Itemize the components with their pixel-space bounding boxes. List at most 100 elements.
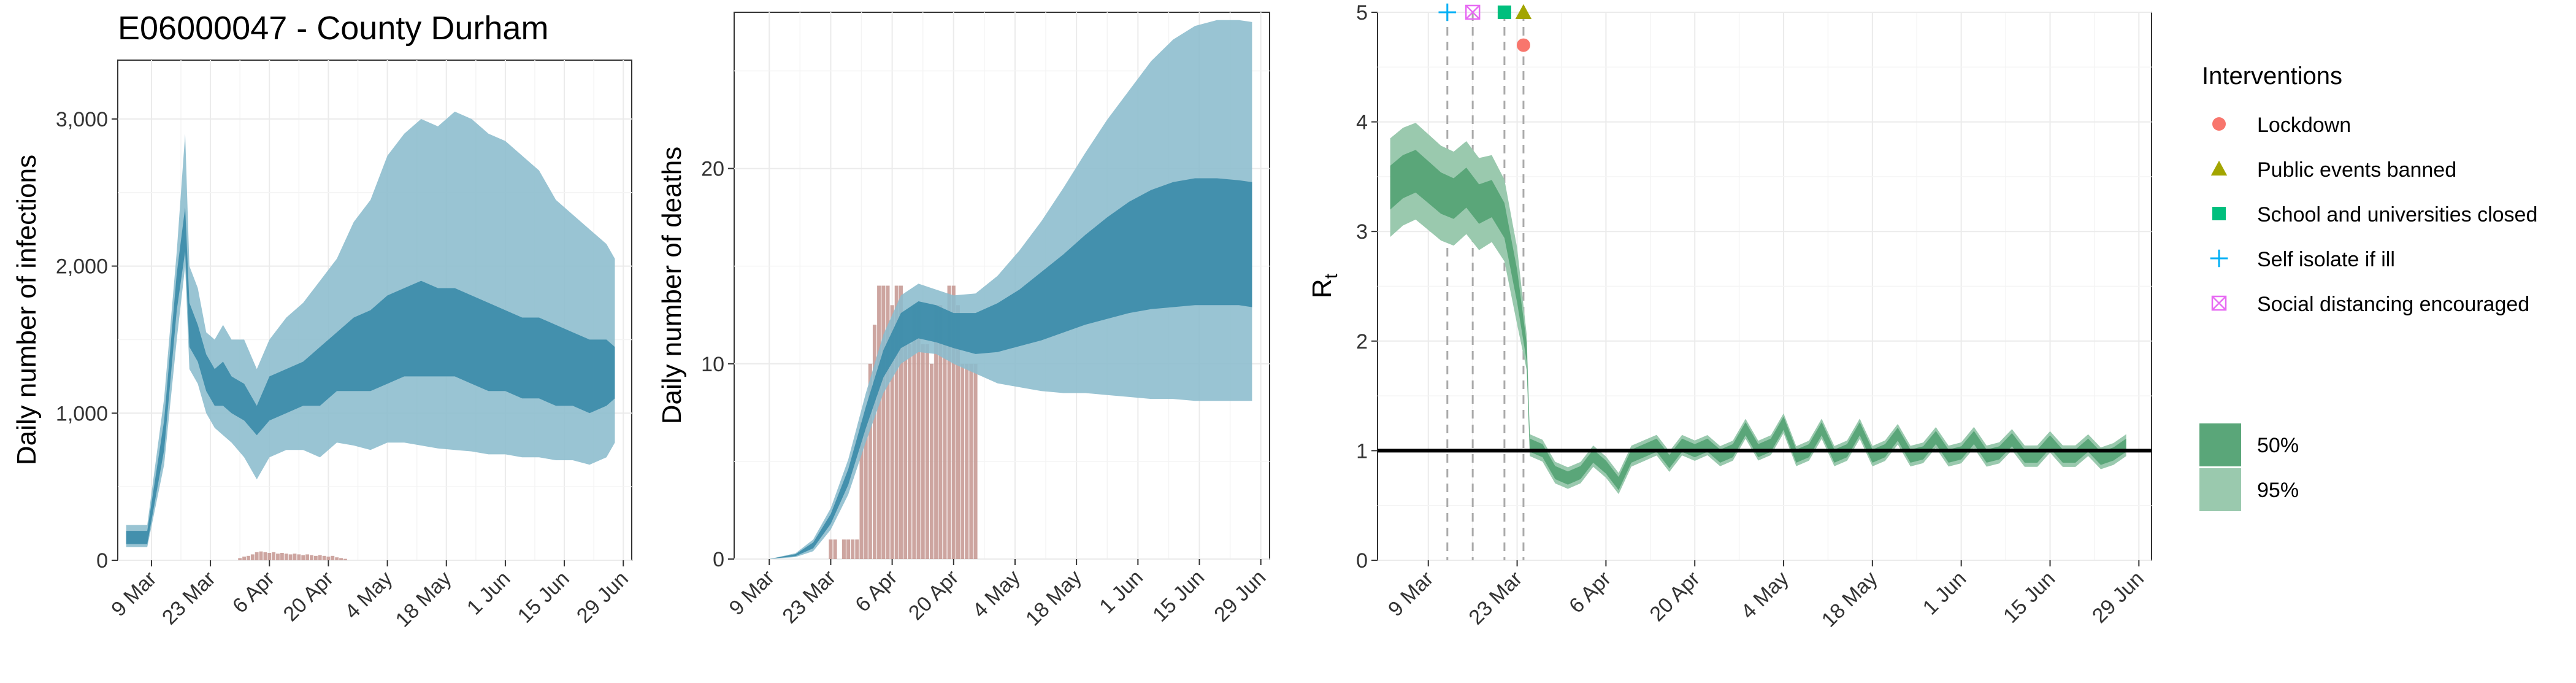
bar xyxy=(872,325,877,559)
rt-panel: 9 Mar 23 Mar 6 Apr 20 Apr 4 May 18 May 1 Jun 15… xyxy=(1307,1,2152,631)
bar xyxy=(284,554,288,560)
bar xyxy=(297,554,301,560)
infections-bars xyxy=(238,551,347,560)
bar xyxy=(335,557,339,560)
bar xyxy=(305,554,310,560)
bar xyxy=(951,285,956,559)
y-tick-label: 10 xyxy=(701,353,724,376)
bar xyxy=(293,554,297,560)
intervention-marker-square xyxy=(1497,6,1511,19)
bar xyxy=(916,305,921,559)
x-tick-label: 18 May xyxy=(391,567,456,632)
bar xyxy=(934,305,938,559)
y-tick-label: 0 xyxy=(96,549,108,573)
x-tick-label: 20 Apr xyxy=(1645,567,1704,626)
ci-95-band xyxy=(769,20,1252,559)
bar xyxy=(960,363,965,559)
legend-boxcross-icon-box xyxy=(2211,295,2227,311)
rt-intervention-lines xyxy=(1446,12,1525,560)
x-tick-label: 29 Jun xyxy=(1209,566,1270,627)
infections-y-axis-label: Daily number of infections xyxy=(12,155,42,465)
legend-item-label: School and universities closed xyxy=(2257,203,2537,226)
intervention-marker-plus xyxy=(1438,3,1457,21)
x-tick-label: 29 Jun xyxy=(572,567,633,628)
legend-ci-items: 50% 95% xyxy=(2199,423,2299,511)
rt-ci-95-band xyxy=(1390,123,2126,495)
intervention-marker-triangle xyxy=(1515,4,1532,20)
x-tick-label: 9 Mar xyxy=(107,567,161,621)
bar xyxy=(255,552,259,560)
x-tick-label: 29 Jun xyxy=(2088,567,2149,628)
rt-ci-50-band xyxy=(1390,150,2126,490)
bar xyxy=(322,555,326,560)
bar xyxy=(899,285,903,559)
x-tick-label: 4 May xyxy=(340,567,397,623)
bar xyxy=(272,552,276,560)
bar xyxy=(238,558,242,560)
y-tick-label: 4 xyxy=(1356,111,1368,134)
bar xyxy=(855,539,859,559)
legend-plus-icon-plus xyxy=(2210,249,2228,268)
bar xyxy=(912,305,916,559)
bar xyxy=(868,363,872,559)
bar xyxy=(343,558,347,560)
x-tick-label: 4 May xyxy=(1736,567,1793,623)
legend-intervention-items: Lockdown Public events banned School and u… xyxy=(2210,114,2537,316)
bar xyxy=(280,553,284,560)
y-tick-label: 1,000 xyxy=(56,402,108,425)
x-tick-label: 23 Mar xyxy=(778,566,840,628)
x-tick-label: 23 Mar xyxy=(1465,567,1527,630)
bar xyxy=(864,422,868,559)
x-tick-label: 15 Jun xyxy=(1999,567,2060,628)
intervention-marker-box xyxy=(1465,4,1481,20)
bar xyxy=(313,555,318,560)
bar xyxy=(242,557,246,560)
x-tick-label: 9 Mar xyxy=(1384,567,1438,621)
bar xyxy=(938,305,943,559)
x-tick-label: 6 Apr xyxy=(228,567,279,618)
bar xyxy=(288,554,293,560)
legend-item-label: Self isolate if ill xyxy=(2257,248,2395,271)
legend-ci-swatch xyxy=(2199,423,2241,466)
y-tick-label: 0 xyxy=(713,548,724,571)
x-tick-label: 15 Jun xyxy=(1148,566,1209,627)
bar xyxy=(833,539,837,559)
bar xyxy=(947,285,951,559)
rt-y-axis-label-sub: t xyxy=(1321,273,1341,279)
legend-item-label: Social distancing encouraged xyxy=(2257,293,2529,316)
x-tick-label: 18 May xyxy=(1817,567,1882,632)
bar xyxy=(846,539,851,559)
bar xyxy=(956,305,960,559)
x-tick-label: 1 Jun xyxy=(1919,567,1971,620)
bar xyxy=(881,285,886,559)
rt-y-axis-label: Rt xyxy=(1307,273,1341,298)
legend-ci-swatch xyxy=(2199,468,2241,511)
bar xyxy=(851,539,855,559)
bar xyxy=(259,551,263,560)
bar xyxy=(339,558,343,560)
bar xyxy=(943,344,947,559)
bar xyxy=(263,552,267,560)
legend-item-label: Public events banned xyxy=(2257,158,2456,182)
bar xyxy=(925,344,929,559)
bar xyxy=(894,285,899,559)
bar xyxy=(250,554,255,560)
bar xyxy=(886,285,890,559)
x-tick-label: 1 Jun xyxy=(462,567,515,620)
rt-y-axis-label-main: R xyxy=(1307,279,1337,298)
intervention-marker-cross xyxy=(1465,5,1481,20)
bar xyxy=(890,305,894,559)
y-tick-label: 2 xyxy=(1356,330,1368,353)
deaths-bands xyxy=(769,20,1252,559)
bar xyxy=(247,555,250,560)
legend-square-icon-square xyxy=(2212,207,2226,220)
y-tick-label: 3,000 xyxy=(56,108,108,131)
legend-triangle-icon-triangle xyxy=(2210,160,2228,176)
intervention-marker-circle xyxy=(1516,38,1530,52)
bar xyxy=(267,553,272,560)
x-tick-label: 4 May xyxy=(968,566,1024,622)
bar xyxy=(276,554,280,560)
x-tick-label: 15 Jun xyxy=(513,567,574,628)
y-tick-label: 2,000 xyxy=(56,255,108,279)
